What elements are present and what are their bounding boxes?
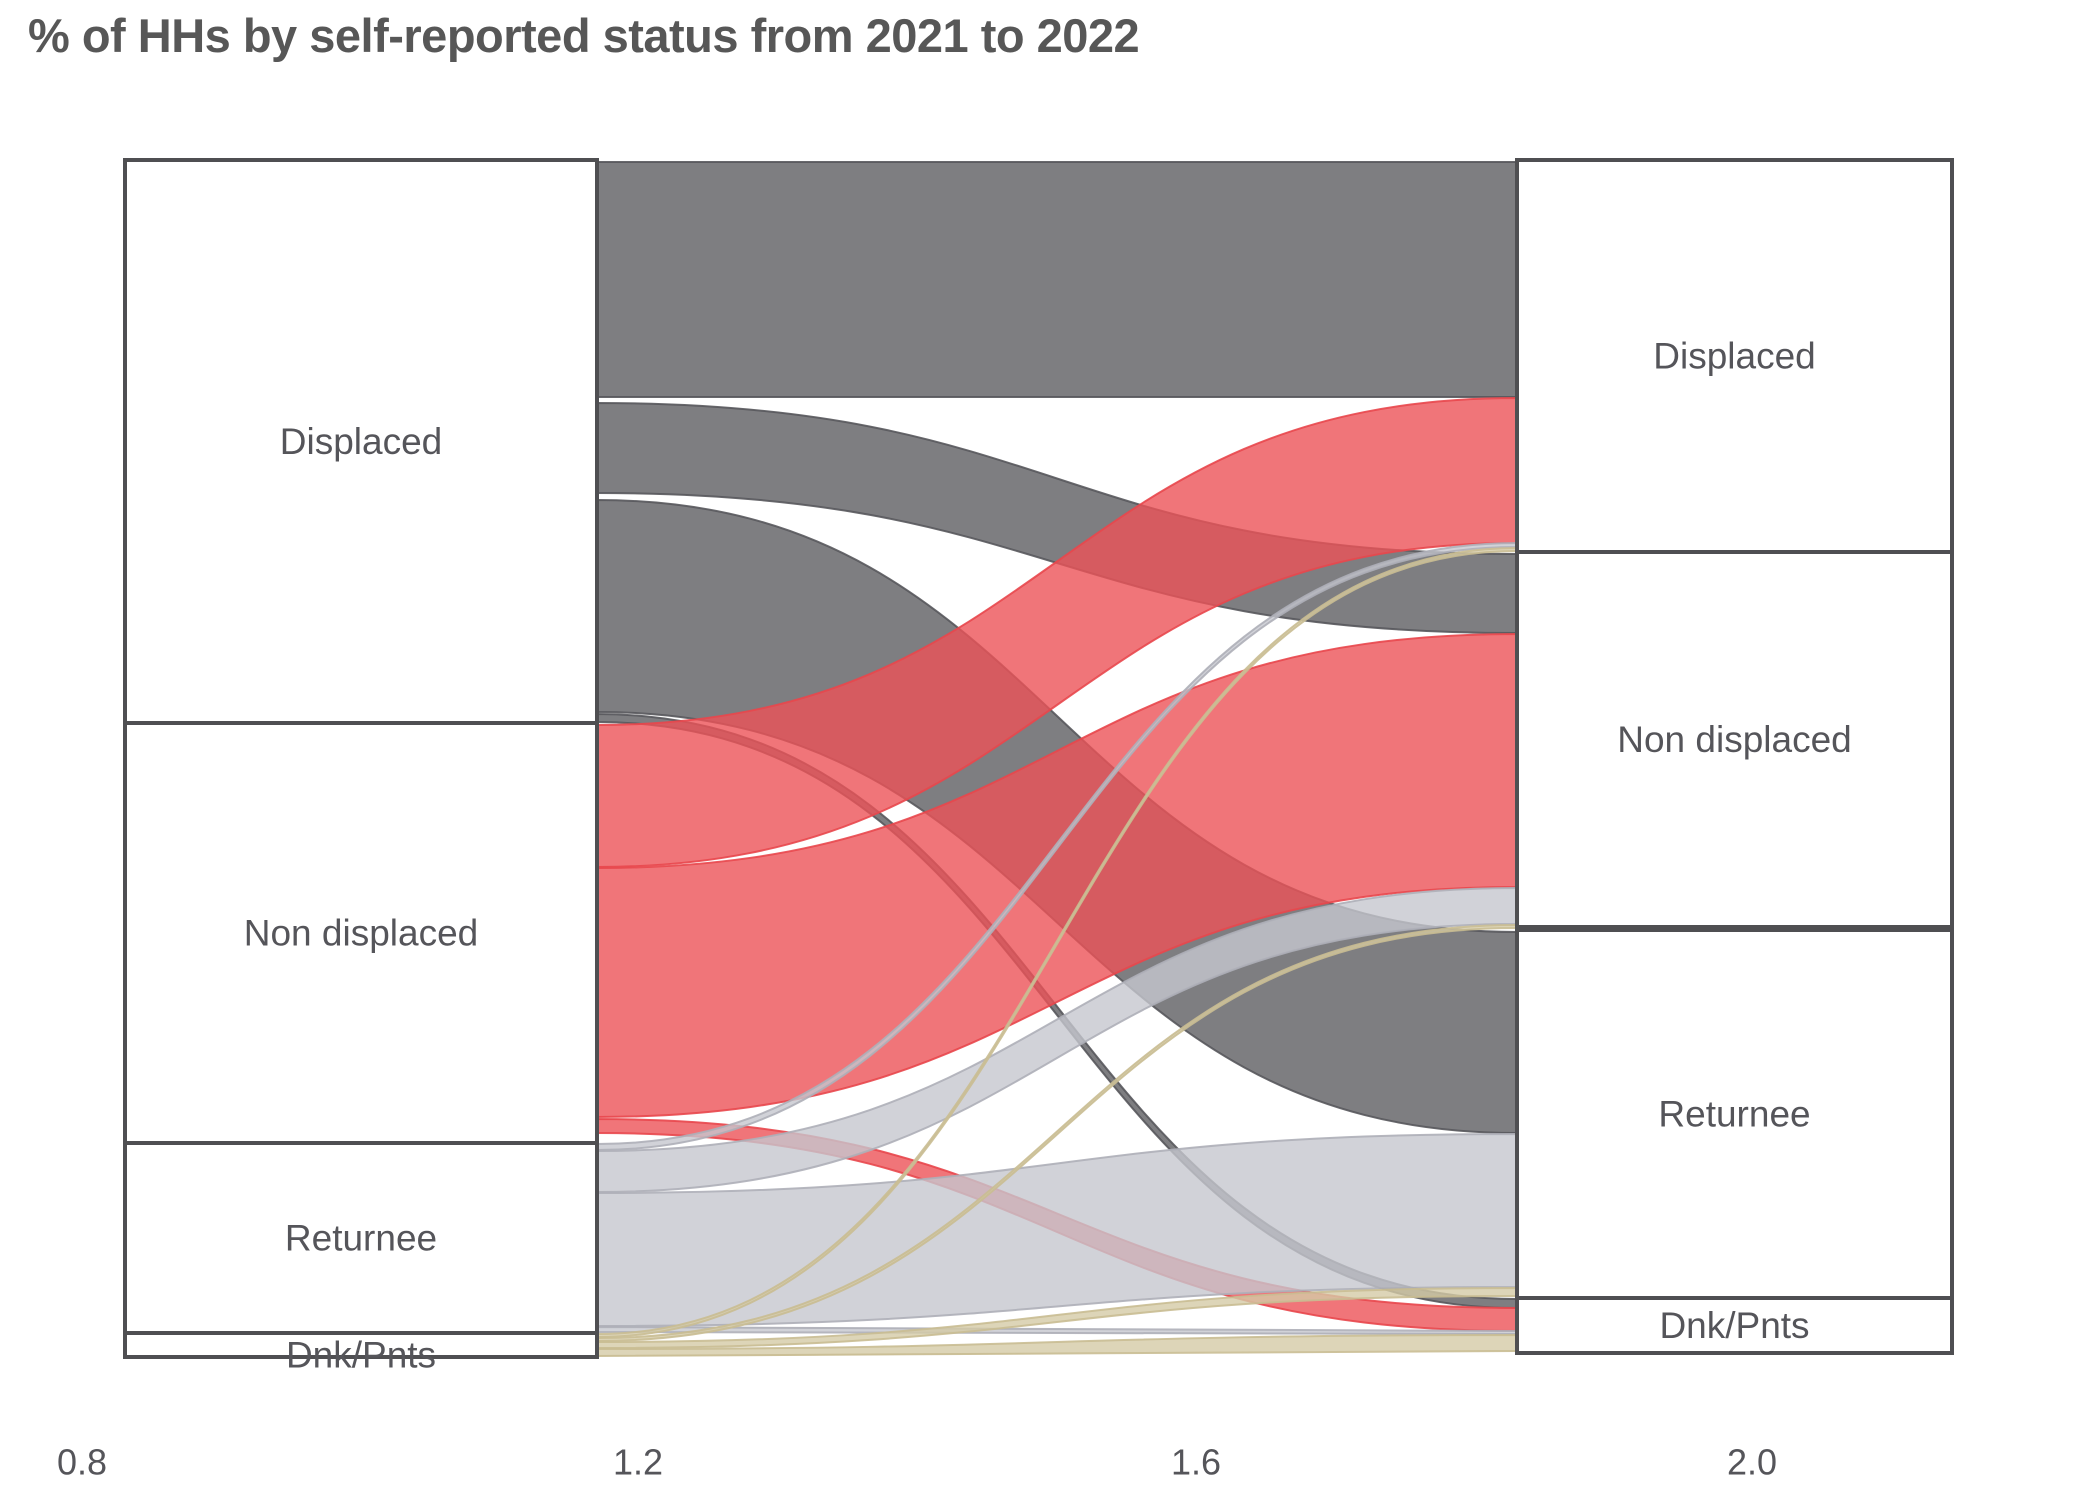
node-2022-returnee xyxy=(1515,928,1954,1300)
x-axis-tick-1.6: 1.6 xyxy=(1171,1442,1221,1483)
x-axis-tick-0.8: 0.8 xyxy=(57,1442,107,1483)
x-axis-tick-2.0: 2.0 xyxy=(1727,1442,1777,1483)
node-label-2021-displaced: Displaced xyxy=(280,421,442,462)
node-label-2021-dnk-pnts: Dnk/Pnts xyxy=(286,1335,436,1376)
nodes-2021: Displaced Non displaced Returnee Dnk/Pnts xyxy=(123,158,599,1376)
nodes-2022: Displaced Non displaced Returnee Dnk/Pnts xyxy=(1515,158,1954,1355)
node-label-2022-non-displaced: Non displaced xyxy=(1617,719,1851,760)
flow-displaced-to-displaced xyxy=(596,160,1518,399)
flows-layer xyxy=(596,160,1518,1358)
node-2021-dnk-pnts xyxy=(123,1331,599,1359)
node-label-2022-returnee: Returnee xyxy=(1658,1094,1810,1135)
node-label-2021-returnee: Returnee xyxy=(285,1218,437,1259)
node-2021-returnee xyxy=(123,1141,599,1335)
chart-title: % of HHs by self-reported status from 20… xyxy=(28,9,1140,62)
node-2022-displaced xyxy=(1515,158,1954,554)
x-axis-tick-1.2: 1.2 xyxy=(613,1442,663,1483)
node-2022-dnk-pnts xyxy=(1515,1296,1954,1355)
node-label-2022-dnk-pnts: Dnk/Pnts xyxy=(1659,1305,1809,1346)
node-label-2021-non-displaced: Non displaced xyxy=(244,913,478,954)
node-2022-non-displaced xyxy=(1515,550,1954,929)
flow-returnee-to-dnk-pnts xyxy=(596,1325,1518,1336)
x-axis: 0.8 1.2 1.6 2.0 xyxy=(57,1442,1777,1483)
node-label-2022-displaced: Displaced xyxy=(1653,336,1815,377)
